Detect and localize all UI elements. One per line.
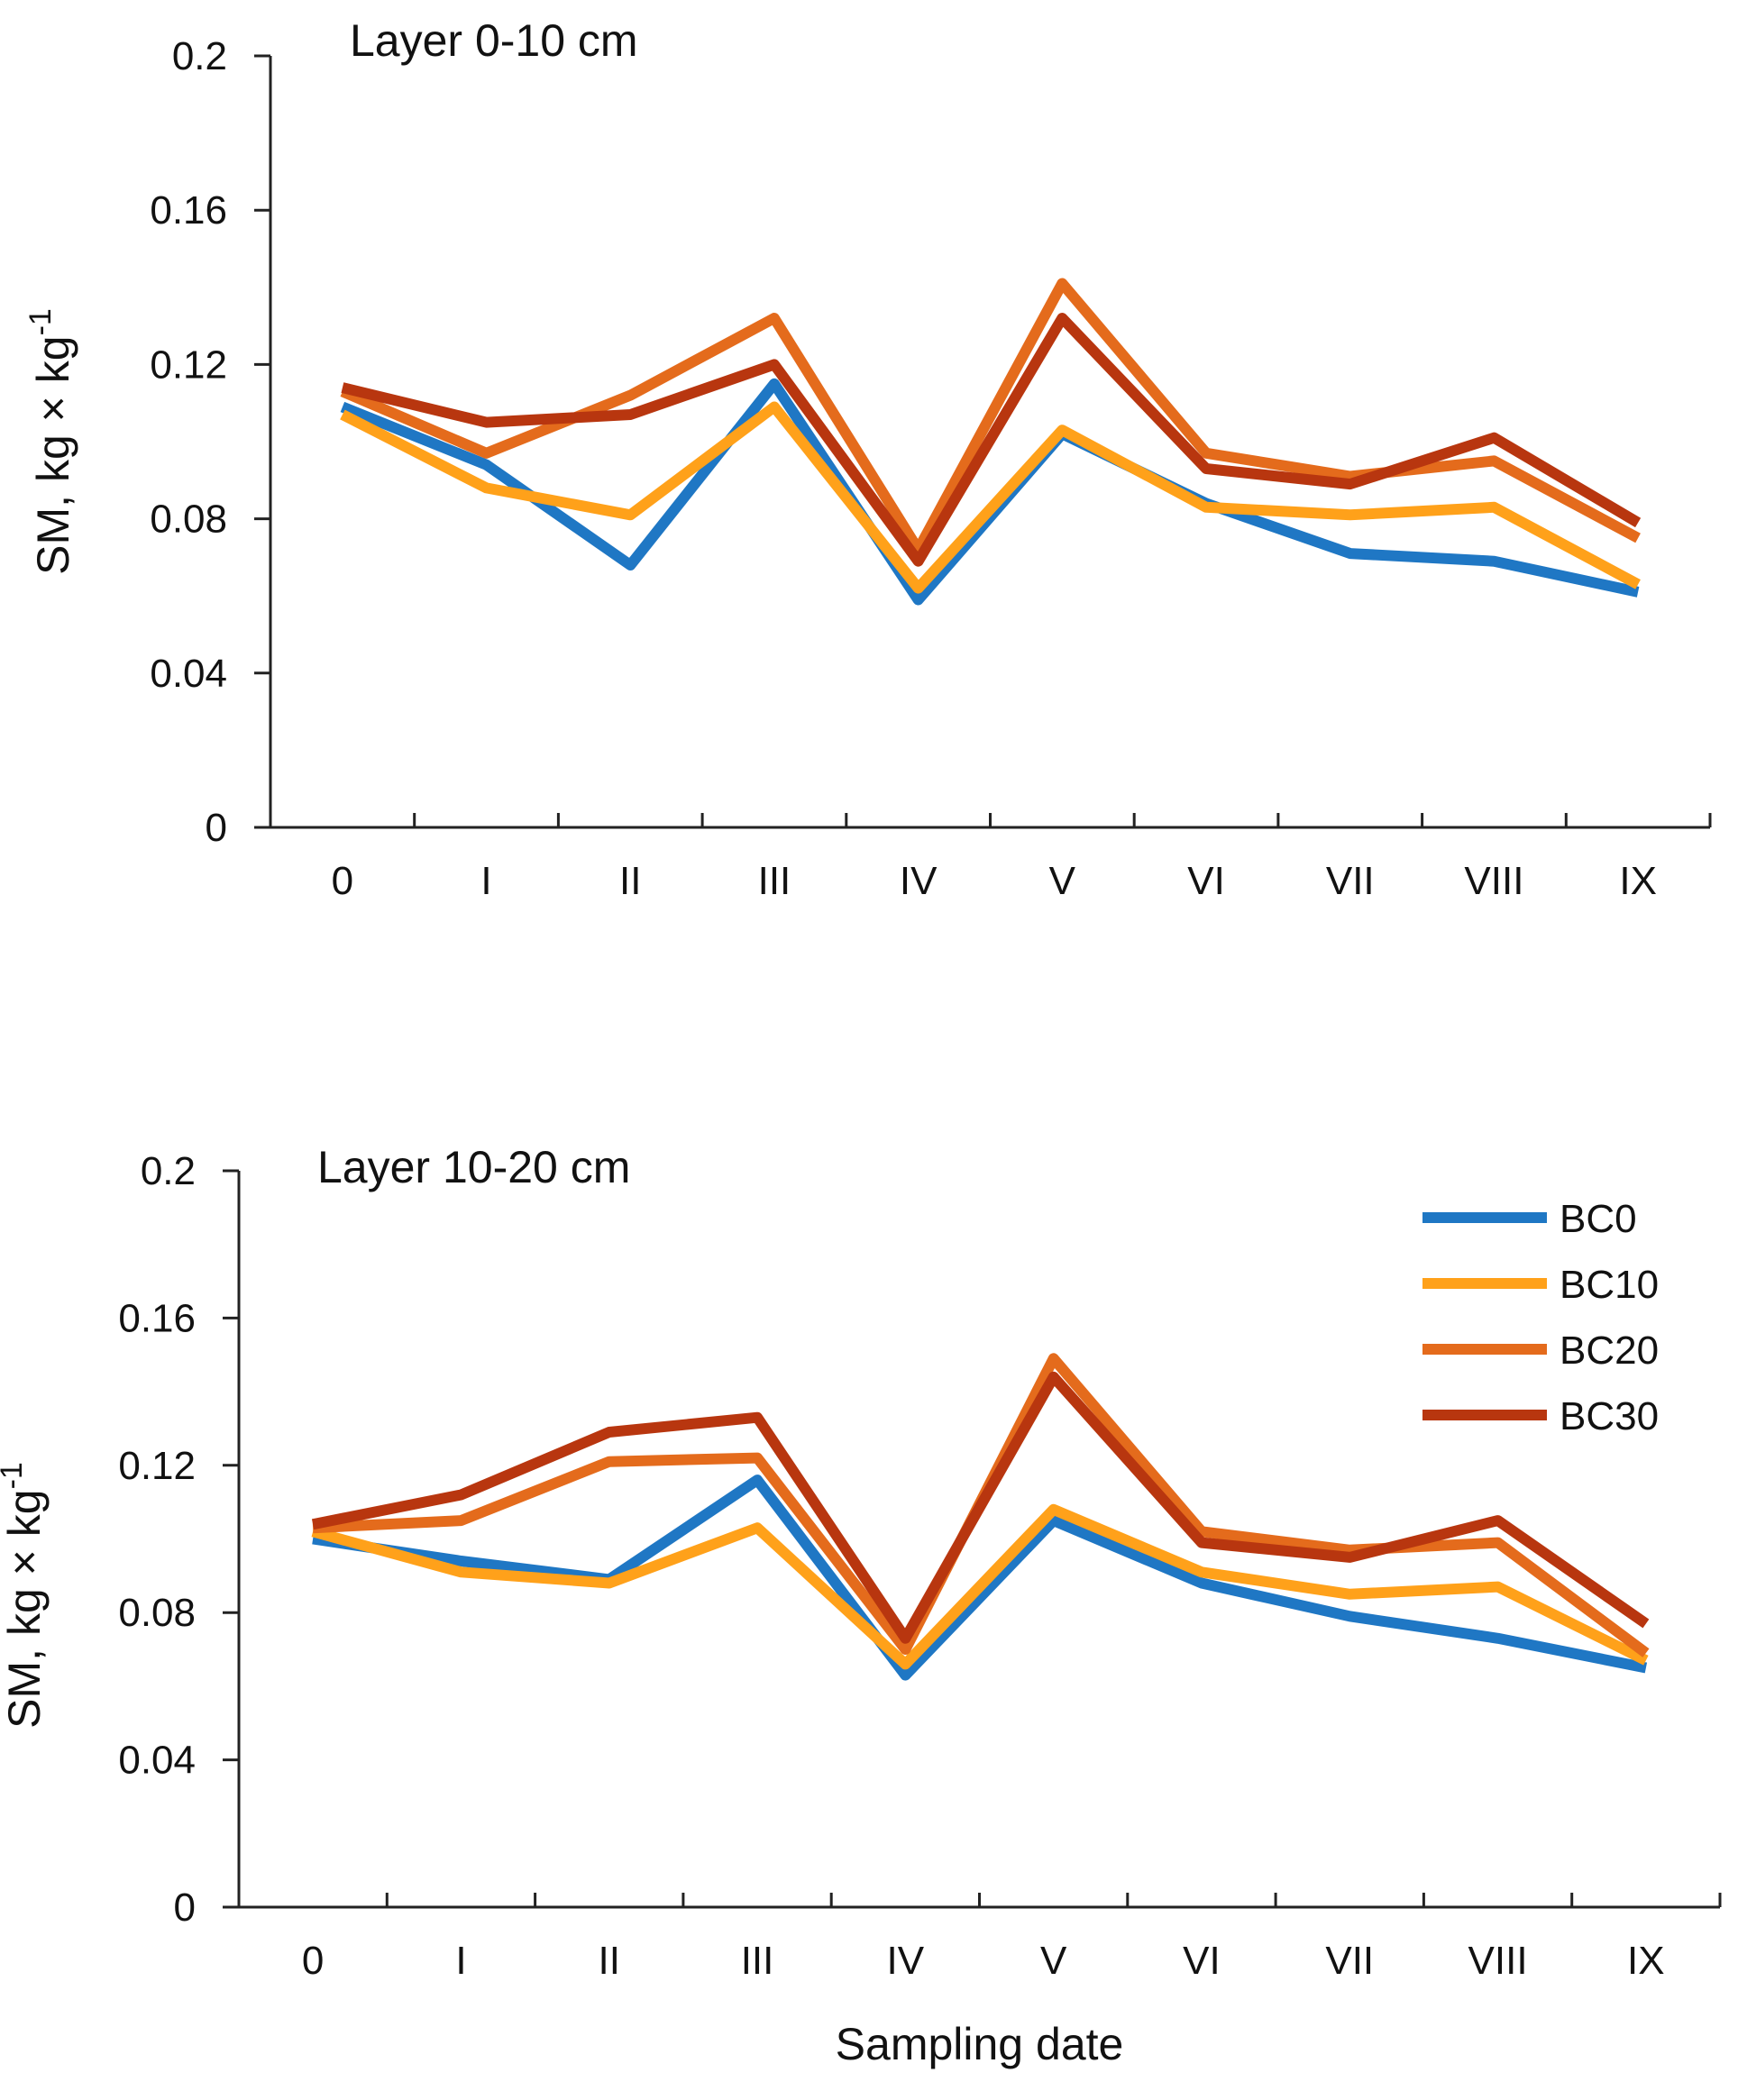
series-line-bc0 [312, 1475, 1648, 1681]
x-tick-label: VIII [1464, 859, 1523, 903]
x-tick-label: II [619, 859, 641, 903]
y-tick-label: 0.08 [150, 498, 227, 542]
legend-label-bc0: BC0 [1560, 1197, 1637, 1241]
series-line-bc10 [311, 1503, 1649, 1670]
x-tick-label: IX [1627, 1939, 1665, 1983]
y-tick-label: 0.12 [118, 1444, 196, 1488]
x-tick-label: VI [1183, 1939, 1221, 1983]
legend-label-bc30: BC30 [1560, 1394, 1659, 1438]
y-tick-label: 0 [174, 1885, 196, 1930]
series-line-bc30 [311, 1371, 1650, 1644]
y-tick-label: 0.16 [118, 1296, 196, 1340]
y-tick-label: 0.08 [118, 1591, 196, 1635]
chart-layer-10-20: 00.040.080.120.160.20 I II III IV V VI VII VIII I… [0, 1142, 1722, 2069]
x-tick-label: IV [900, 859, 938, 903]
x-tick-label: VII [1325, 1939, 1374, 1983]
legend-label-bc20: BC20 [1560, 1328, 1659, 1373]
x-tick-label: 0 [302, 1939, 324, 1983]
y-axis-title: SM, kg × kg-1 [23, 308, 78, 575]
x-tick-label: 0 [332, 859, 353, 903]
y-tick-label: 0.04 [118, 1739, 196, 1783]
x-tick-label: I [455, 1939, 466, 1983]
x-tick-label: VII [1326, 859, 1375, 903]
y-axis-title: SM, kg × kg-1 [0, 1462, 50, 1729]
y-tick-label: 0 [206, 806, 227, 850]
series-line-bc10 [340, 401, 1641, 594]
legend-label-bc10: BC10 [1560, 1263, 1659, 1307]
x-tick-label: IV [887, 1939, 925, 1983]
y-tick-label: 0.12 [150, 342, 227, 387]
x-tick-label: VI [1187, 859, 1225, 903]
x-tick-label: V [1040, 1939, 1067, 1983]
x-tick-label: II [599, 1939, 620, 1983]
y-tick-label: 0.2 [141, 1149, 196, 1193]
x-tick-label: V [1049, 859, 1076, 903]
y-axis-title-superscript: -1 [23, 308, 58, 335]
panel-title: Layer 10-20 cm [317, 1142, 630, 1192]
panel-title: Layer 0-10 cm [350, 15, 638, 66]
x-tick-label: I [480, 859, 491, 903]
x-axis-title: Sampling date [836, 2019, 1124, 2069]
series-line-bc30 [341, 313, 1642, 567]
series-line-bc20 [340, 278, 1641, 555]
x-tick-label: III [741, 1939, 774, 1983]
x-tick-label: IX [1619, 859, 1657, 903]
y-tick-label: 0.2 [172, 34, 227, 78]
y-tick-label: 0.04 [150, 652, 227, 696]
y-tick-label: 0.16 [150, 188, 227, 233]
x-tick-label: III [758, 859, 791, 903]
y-axis-title-superscript: -1 [0, 1462, 29, 1489]
x-tick-label: VIII [1468, 1939, 1528, 1983]
chart-layer-0-10: 00.040.080.120.160.20 I II III IV V VI VII VIII I… [23, 15, 1712, 903]
legend: BC0 BC10 BC20 BC30 [1422, 1197, 1659, 1438]
